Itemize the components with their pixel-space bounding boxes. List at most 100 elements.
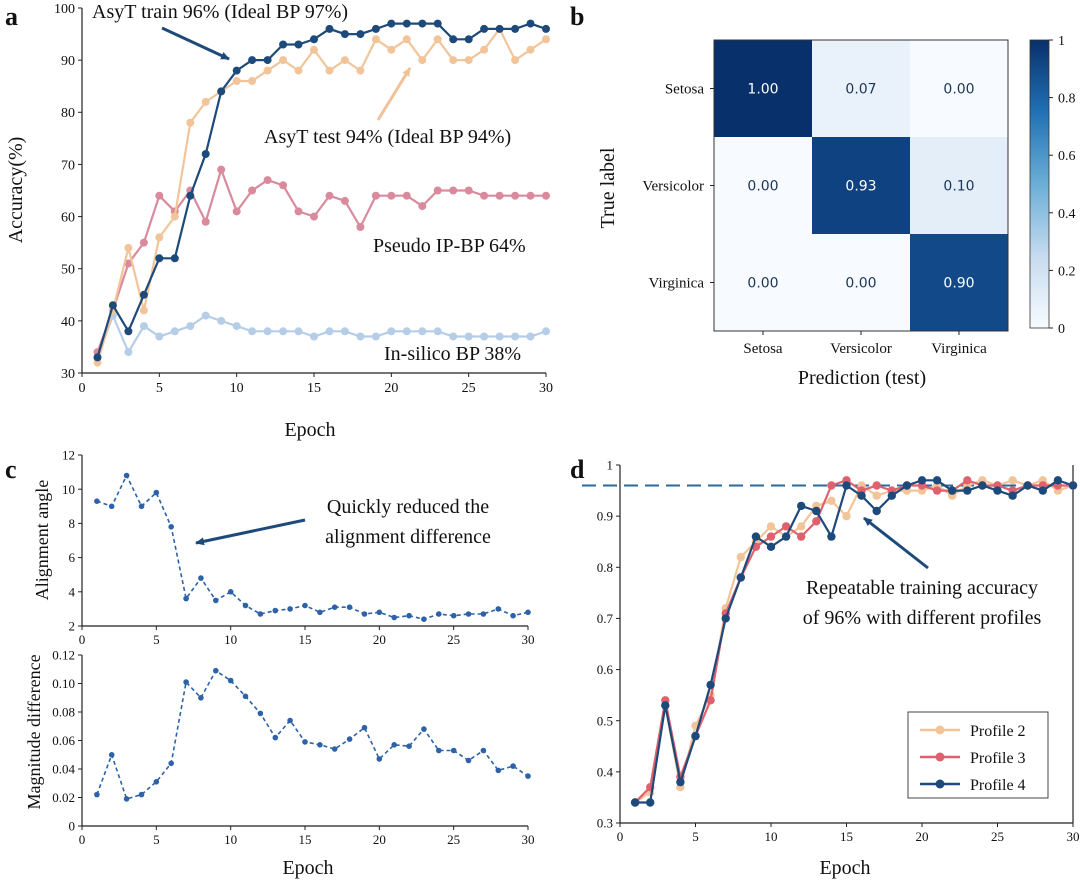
y-tick-label: 100 bbox=[54, 2, 75, 17]
profile-4-point bbox=[676, 777, 685, 787]
magnitude-difference-point bbox=[361, 724, 368, 731]
panel-letter-d: d bbox=[570, 455, 585, 484]
x-tick-label: 0 bbox=[79, 832, 86, 847]
in-silico-bp-point bbox=[387, 327, 396, 336]
x-tick-label: 20 bbox=[916, 829, 929, 844]
alignment-angle-line bbox=[96, 473, 529, 621]
asyt-test-point bbox=[155, 233, 164, 242]
annotation-repeatable-2: of 96% with different profiles bbox=[803, 607, 1042, 629]
alignment-angle-point bbox=[213, 597, 219, 604]
pseudo-ip-bp-point bbox=[263, 176, 272, 185]
panel-letter-c: c bbox=[5, 455, 17, 484]
chart-d-axes: 0.30.40.50.60.70.80.910 5 10 15 20 25 30 bbox=[597, 458, 1080, 844]
y-tick-label: 50 bbox=[61, 263, 75, 278]
magnitude-difference-point bbox=[376, 756, 383, 762]
magnitude-difference-point bbox=[480, 747, 487, 754]
x-tick-label: 10 bbox=[765, 829, 778, 844]
alignment-angle-point bbox=[510, 612, 516, 619]
profile-4-point bbox=[1068, 481, 1078, 490]
colorbar-tick-label: 0.6 bbox=[1058, 149, 1076, 164]
x-tick-label: 20 bbox=[373, 632, 386, 647]
asyt-test-point bbox=[325, 66, 334, 75]
alignment-angle-point bbox=[183, 595, 189, 602]
y-tick-label: 0.04 bbox=[52, 762, 75, 777]
in-silico-bp-point bbox=[464, 332, 473, 341]
magnitude-difference-point bbox=[317, 742, 323, 748]
pseudo-ip-bp-point bbox=[371, 191, 380, 200]
matrix-cell bbox=[910, 234, 1008, 331]
matrix-cell-value: 0.00 bbox=[845, 276, 876, 292]
x-tick-label: 0 bbox=[79, 381, 86, 396]
magnitude-difference-point bbox=[346, 736, 353, 742]
magnitude-difference-point bbox=[123, 796, 130, 802]
profile-4-point bbox=[646, 798, 655, 807]
pseudo-ip-bp-point bbox=[511, 191, 520, 200]
asyt-test-point bbox=[433, 35, 442, 44]
alignment-angle-point bbox=[153, 489, 160, 496]
matrix-cell bbox=[910, 40, 1008, 137]
profile-4-point bbox=[978, 481, 987, 490]
asyt-train-point bbox=[170, 254, 179, 263]
profile-2-point bbox=[842, 511, 851, 521]
y-tick-label: 2 bbox=[69, 619, 76, 634]
pseudo-ip-bp-point bbox=[217, 165, 226, 174]
colorbar-tick-label: 0.4 bbox=[1058, 207, 1076, 222]
asyt-train-point bbox=[449, 35, 458, 44]
pseudo-ip-bp-point bbox=[387, 191, 396, 200]
y-tick-label: 0.9 bbox=[597, 509, 613, 524]
alignment-angle-point bbox=[436, 611, 442, 617]
chart-b: 1.00 0.07 0.00 0.00 0.93 0.10 0.00 0.00 0.90 Seto… bbox=[597, 34, 1076, 389]
pseudo-ip-bp-point bbox=[433, 186, 442, 195]
x-tick-label: 30 bbox=[522, 632, 535, 647]
chart-c-top-ylabel: Alignment angle bbox=[32, 480, 52, 600]
profile-4-point bbox=[1008, 491, 1017, 500]
pseudo-ip-bp-point bbox=[526, 191, 535, 200]
x-tick-label: 20 bbox=[373, 832, 386, 847]
pseudo-ip-bp-point bbox=[155, 191, 164, 200]
profile-4-point bbox=[932, 476, 942, 485]
asyt-test-point bbox=[124, 243, 133, 252]
asyt-train-point bbox=[263, 56, 272, 65]
x-tick-label: 25 bbox=[447, 832, 460, 847]
magnitude-difference-point bbox=[421, 726, 427, 732]
asyt-test-point bbox=[248, 77, 257, 85]
chart-d-xlabel: Epoch bbox=[819, 857, 870, 879]
asyt-test-point bbox=[511, 56, 520, 65]
x-tick-label: 0 bbox=[617, 829, 624, 844]
annotation-insilico: In-silico BP 38% bbox=[384, 343, 521, 365]
asyt-train-point bbox=[279, 40, 288, 49]
pseudo-ip-bp-point bbox=[201, 217, 210, 226]
asyt-train-point bbox=[325, 24, 334, 33]
asyt-test-point bbox=[387, 45, 396, 54]
magnitude-difference-point bbox=[94, 791, 100, 798]
in-silico-bp-point bbox=[263, 327, 272, 336]
magnitude-difference-point bbox=[242, 693, 249, 700]
profile-4-point bbox=[917, 476, 927, 485]
legend-label-profile-2: Profile 2 bbox=[970, 723, 1026, 740]
y-tick-label: 60 bbox=[61, 210, 75, 225]
profile-2-point bbox=[797, 522, 806, 531]
asyt-train-point bbox=[139, 290, 148, 299]
in-silico-bp-point bbox=[480, 332, 489, 341]
matrix-cell bbox=[910, 137, 1008, 234]
asyt-test-point bbox=[170, 212, 179, 221]
asyt-test-point bbox=[464, 56, 473, 65]
legend-label-profile-3: Profile 3 bbox=[970, 750, 1026, 767]
profile-4-point bbox=[827, 532, 836, 541]
alignment-angle-point bbox=[272, 607, 279, 614]
asyt-train-point bbox=[232, 66, 241, 75]
y-tick-label: 0.3 bbox=[597, 816, 613, 831]
profile-4-point bbox=[797, 501, 806, 511]
y-tick-label: 0.02 bbox=[52, 790, 75, 805]
asyt-train-point bbox=[186, 191, 195, 200]
x-tick-label: 15 bbox=[307, 381, 321, 396]
in-silico-bp-point bbox=[495, 332, 504, 341]
chart-a-ylabel: Accuracy(%) bbox=[5, 137, 27, 244]
pseudo-ip-bp-point bbox=[325, 191, 334, 200]
chart-c: 2 4 6 8 10 12 0 5 10 15 20 25 30 0 0.02 0.04 0.06 0.08 0.… bbox=[24, 448, 535, 879]
panel-letter-b: b bbox=[570, 2, 584, 31]
pseudo-ip-bp-point bbox=[248, 186, 257, 195]
asyt-train-point bbox=[371, 24, 380, 33]
x-tick-label: 20 bbox=[384, 381, 398, 396]
asyt-test-line bbox=[96, 26, 547, 363]
